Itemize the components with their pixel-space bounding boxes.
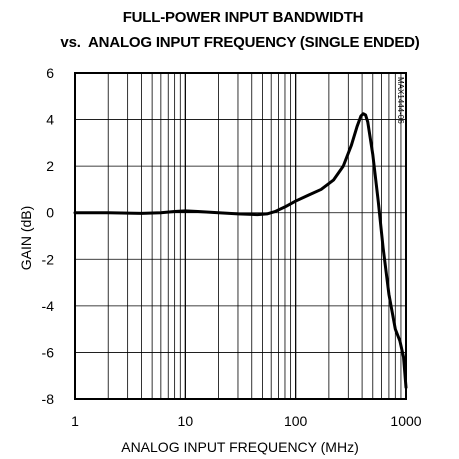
y-tick-label: 0 bbox=[46, 205, 54, 221]
grid bbox=[75, 73, 406, 399]
chart-title: FULL-POWER INPUT BANDWIDTH bbox=[123, 9, 364, 26]
x-axis-label: ANALOG INPUT FREQUENCY (MHz) bbox=[121, 439, 359, 455]
chart-annotation: MAX1444-06 bbox=[396, 77, 405, 124]
y-tick-label: -6 bbox=[42, 344, 55, 360]
y-tick-labels: 6 4 2 0 -2 -4 -6 -8 bbox=[42, 65, 55, 407]
y-tick-label: 2 bbox=[46, 158, 54, 174]
y-tick-label: -4 bbox=[42, 298, 55, 314]
x-tick-label: 10 bbox=[178, 413, 194, 429]
plot-frame bbox=[74, 72, 407, 400]
y-tick-label: 4 bbox=[46, 112, 54, 128]
chart-subtitle: vs. ANALOG INPUT FREQUENCY (SINGLE ENDED… bbox=[60, 34, 419, 51]
y-tick-label: -8 bbox=[42, 391, 55, 407]
y-tick-label: 6 bbox=[46, 65, 54, 81]
y-tick-label: -2 bbox=[42, 251, 55, 267]
series-line bbox=[73, 112, 408, 389]
x-tick-label: 1 bbox=[71, 413, 79, 429]
x-tick-labels: 1 10 100 1000 bbox=[71, 413, 422, 429]
y-axis-label: GAIN (dB) bbox=[18, 206, 34, 271]
x-tick-label: 1000 bbox=[390, 413, 421, 429]
x-tick-label: 100 bbox=[284, 413, 308, 429]
